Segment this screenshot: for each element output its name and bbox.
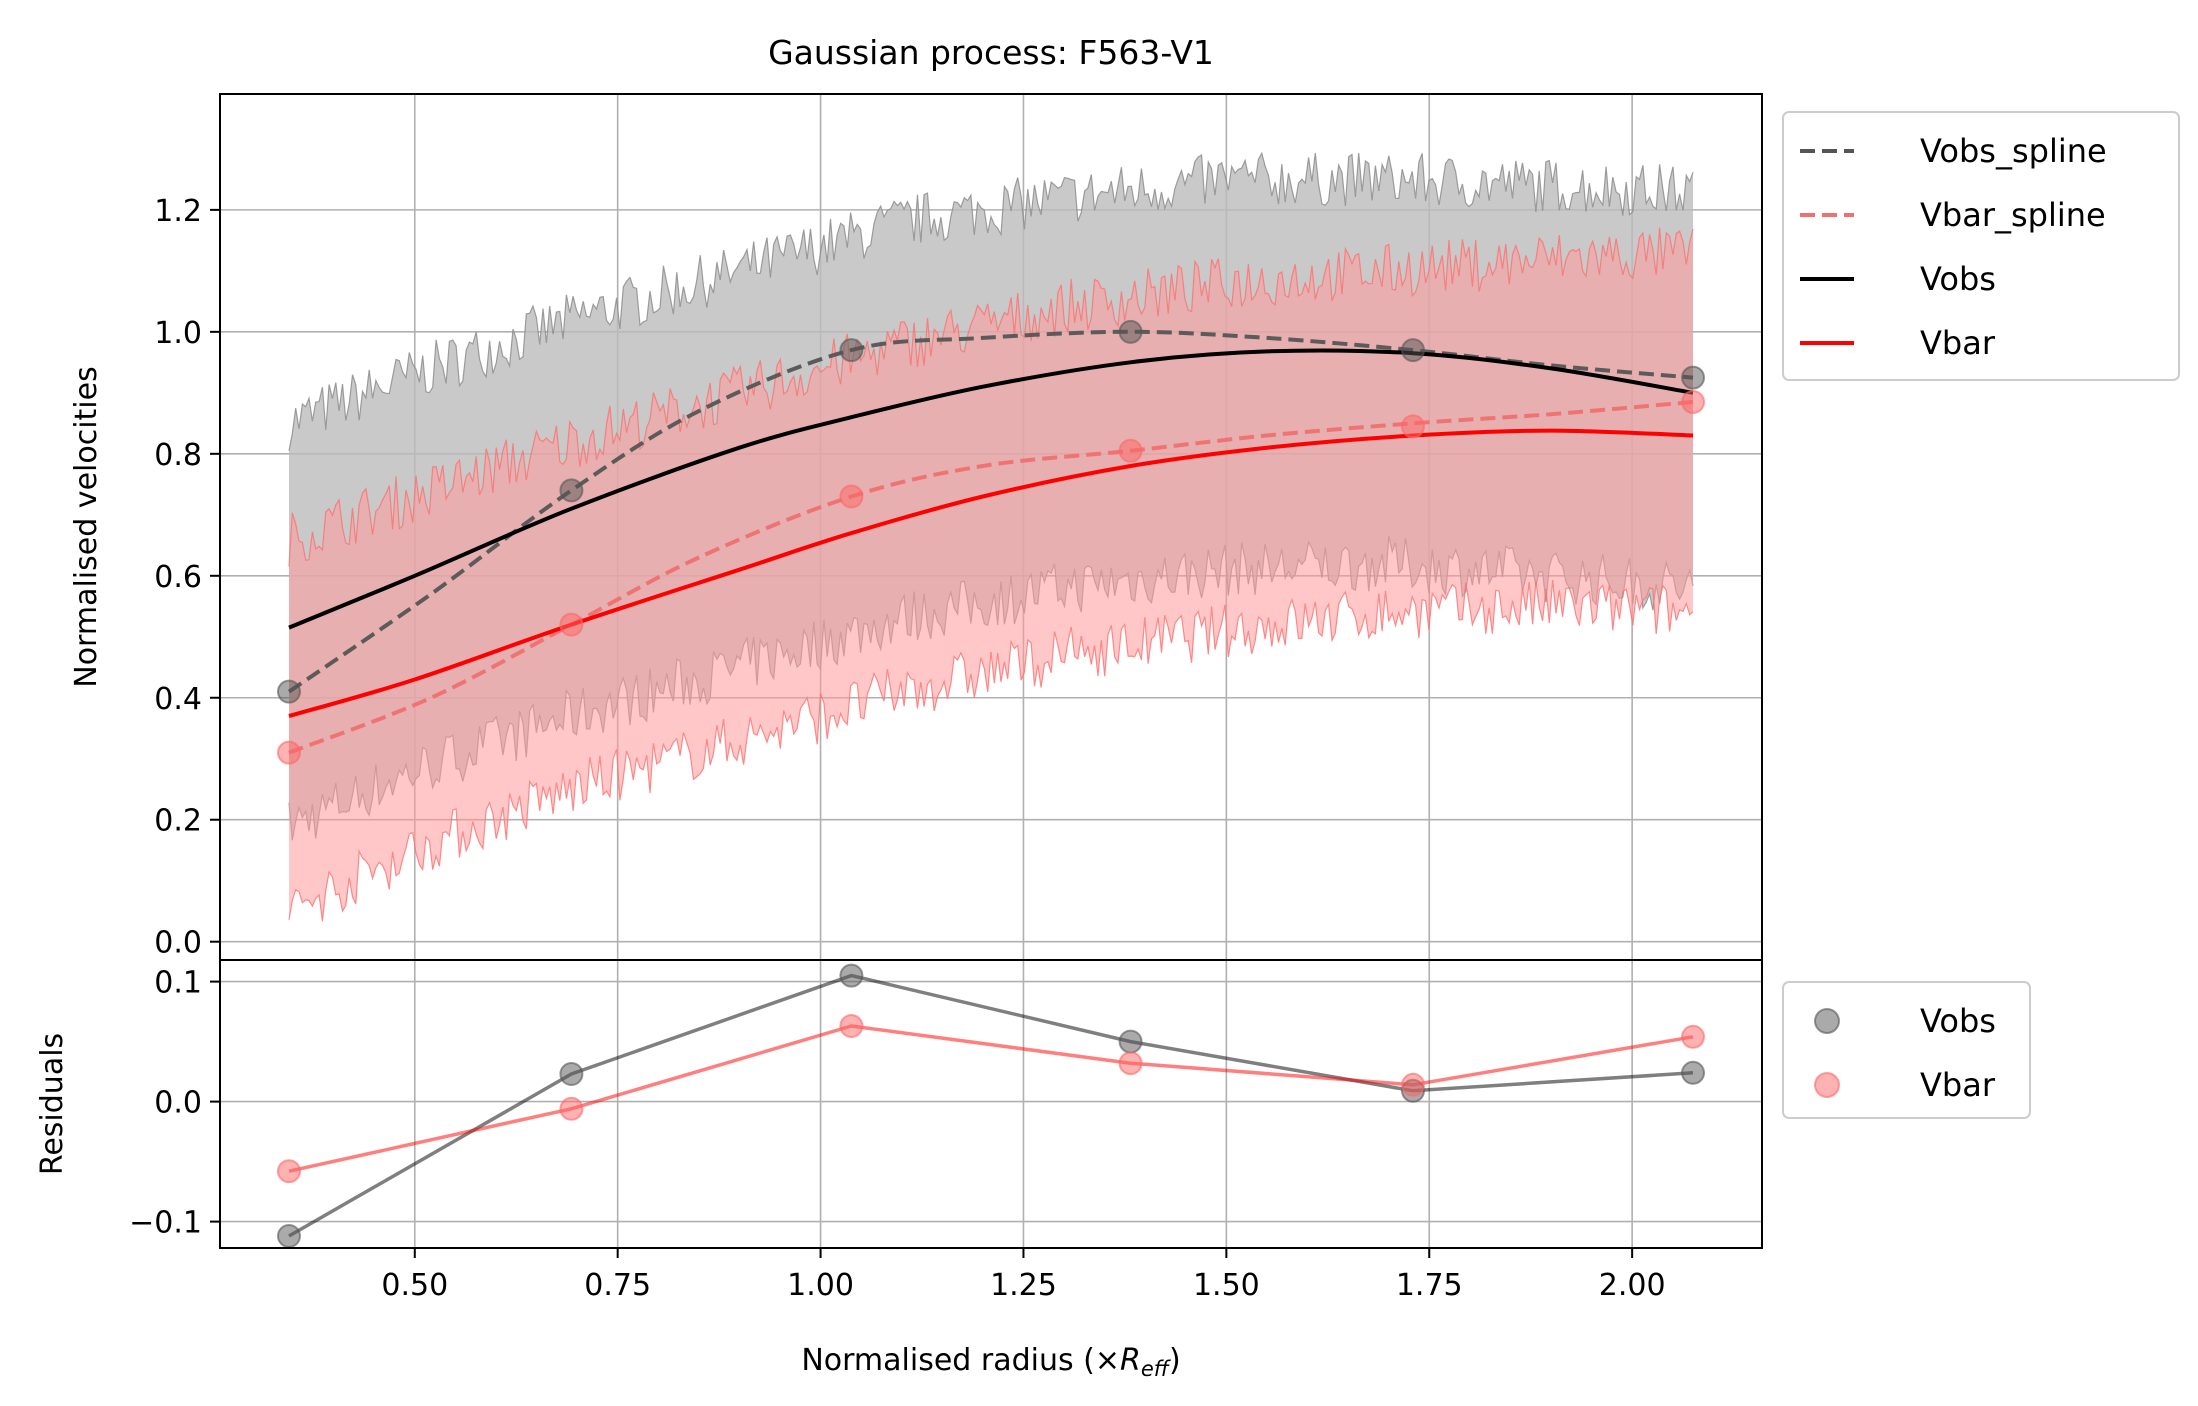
band-lower-edge [288,579,1694,922]
main-y-axis-label: Normalised velocities [69,366,104,687]
data-point-vobs [276,679,301,704]
residual-point-vbar [1401,1072,1426,1097]
chart-title: Gaussian process: F563-V1 [768,33,1214,72]
data-point-vobs [1681,365,1706,390]
y-tick-label: 0.1 [154,966,202,1001]
legend-label: Vbar [1920,1066,1996,1104]
residual-point-vobs [559,1062,584,1086]
x-tick-label: 1.00 [787,1268,854,1303]
series-line-vbar [288,428,1694,718]
residual-point-vbar [559,1096,584,1121]
residuals-grid [220,960,1762,1248]
x-tick-label: 2.00 [1599,1268,1666,1303]
x-axis-label-subscript: eff [1141,1357,1172,1381]
data-point-vobs [1401,338,1426,363]
residual-point-vbar [276,1159,301,1184]
residual-point-vobs [276,1224,301,1248]
residual-point-vbar [1681,1024,1706,1049]
residual-point-vobs [839,963,864,988]
main-data-points [276,319,1706,765]
data-point-vobs [839,338,864,363]
x-axis-label: Normalised radius (×Reff) [801,1343,1180,1381]
residuals-legend: Vobs Vbar [1782,981,2031,1119]
y-tick-label: 0.2 [154,804,202,839]
band-vbar [289,227,1693,922]
data-point-vobs [559,478,584,503]
legend-label: Vobs [1920,260,1996,298]
residuals-y-axis-label: Residuals [35,1033,70,1175]
residuals-axes-frame [219,959,1763,1249]
x-tick-label: 1.25 [990,1268,1057,1303]
data-point-vbar [1401,414,1426,439]
x-axis-label-main: Normalised radius (× [801,1343,1120,1378]
y-tick-label: 0.4 [154,682,202,717]
residual-point-vobs [1681,1060,1706,1085]
legend-marker-vbar [1814,1072,1840,1098]
data-point-vobs [1118,319,1143,344]
residuals-legend-box [1782,981,2031,1119]
main-series-lines [287,329,1694,755]
residual-point-vbar [1118,1051,1143,1076]
residual-point-vbar [839,1014,864,1038]
data-point-vbar [559,612,584,637]
band-upper-edge [288,227,1694,567]
legend-label: Vobs_spline [1920,132,2107,170]
data-point-vbar [1118,438,1143,463]
main-legend: Vobs_spline Vbar_spline Vobs Vbar [1782,111,2180,381]
main-legend-box [1782,111,2180,381]
x-axis-label-close: ) [1169,1343,1181,1378]
x-axis-label-symbol: R [1120,1343,1141,1378]
y-tick-label: 0.0 [154,926,202,961]
x-tick-label: 0.50 [381,1268,448,1303]
residual-data-points [276,963,1706,1248]
residual-series-lines [288,973,1694,1238]
main-plot-panel: 0.0 0.2 0.4 0.6 0.8 1.0 1.2 Gaussian process: … [69,33,1763,961]
data-point-vbar [1681,389,1706,414]
residual-line-vbar [288,1024,1694,1173]
data-point-vbar [839,484,864,509]
x-ticks: 0.50 0.75 1.00 1.25 1.50 1.75 2.00 [381,1248,1666,1303]
residual-line-vobs [288,973,1694,1238]
legend-label: Vbar [1920,324,1996,362]
residuals-y-ticks: −0.1 0.0 0.1 [129,966,220,1241]
y-tick-label: −0.1 [129,1206,202,1241]
main-y-ticks: 0.0 0.2 0.4 0.6 0.8 1.0 1.2 [154,194,220,961]
y-tick-label: 1.0 [154,316,202,351]
series-line-vobs [288,348,1694,630]
legend-label: Vobs [1920,1002,1996,1040]
x-tick-label: 1.50 [1193,1268,1260,1303]
legend-label: Vbar_spline [1920,196,2106,234]
x-tick-label: 0.75 [584,1268,651,1303]
legend-marker-vobs [1814,1008,1840,1034]
y-tick-label: 0.8 [154,438,202,473]
residuals-plot-panel: −0.10.00.1 0.50 0.75 1.00 1.25 1.50 1.75 2.00 … [35,959,1763,1381]
data-point-vbar [276,740,301,765]
y-tick-label: 1.2 [154,194,202,229]
band-upper-edge [288,151,1694,451]
y-tick-label: 0.6 [154,560,202,595]
y-tick-label: 0.0 [154,1086,202,1121]
series-line-vbar-spline [288,400,1694,755]
x-tick-label: 1.75 [1396,1268,1463,1303]
residual-point-vobs [1118,1029,1143,1054]
